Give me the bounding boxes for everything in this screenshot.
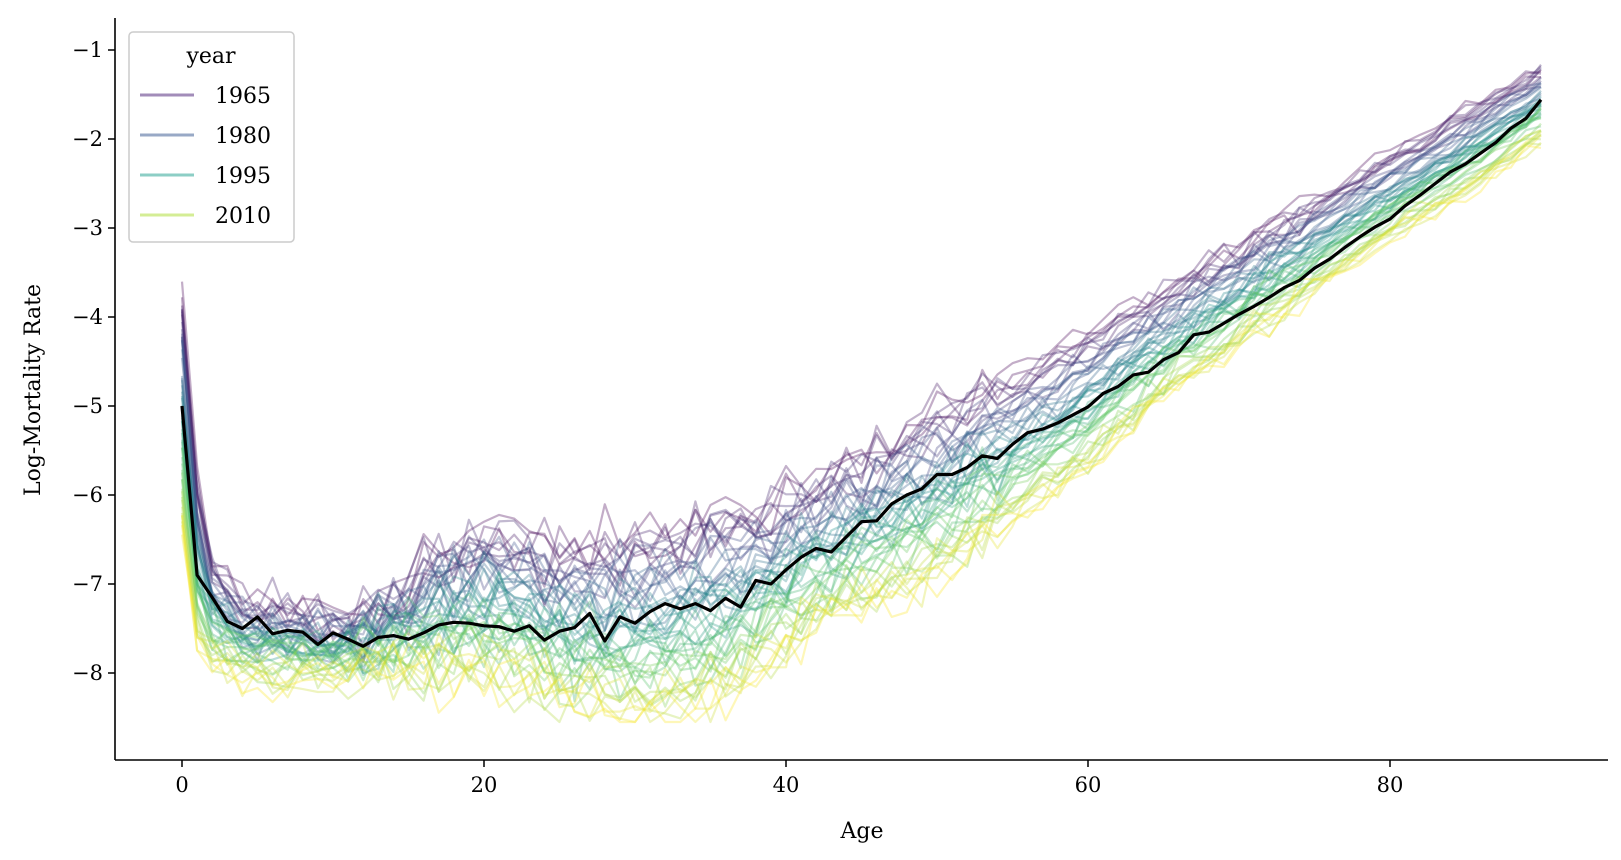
year-series-line — [180, 89, 1542, 648]
x-tick-label: 20 — [471, 773, 498, 797]
axes — [114, 18, 1608, 761]
year-series-line — [180, 105, 1542, 703]
year-series-line — [180, 134, 1542, 711]
year-series-line — [180, 107, 1542, 679]
year-series-line — [180, 80, 1542, 660]
year-series-line — [180, 64, 1542, 648]
y-tick-label: −6 — [72, 483, 103, 507]
year-series-line — [180, 85, 1542, 645]
legend-label: 1965 — [215, 84, 271, 109]
year-series-line — [180, 102, 1542, 658]
year-series-line — [180, 116, 1542, 701]
x-tick-label: 60 — [1075, 773, 1102, 797]
year-series-line — [180, 112, 1542, 686]
year-series-line — [180, 81, 1542, 633]
legend-label: 1980 — [215, 124, 271, 149]
year-series-line — [180, 101, 1542, 647]
year-series-line — [180, 70, 1542, 641]
year-series-line — [180, 141, 1542, 724]
x-tick-label: 80 — [1377, 773, 1404, 797]
year-series-line — [180, 75, 1542, 646]
year-series-line — [180, 104, 1542, 662]
year-series-line — [180, 125, 1542, 691]
y-tick-label: −2 — [72, 127, 103, 151]
y-axis-title: Log-Mortality Rate — [21, 284, 46, 496]
legend-title: year — [185, 44, 236, 69]
year-series-line — [180, 110, 1542, 674]
y-tick-label: −4 — [72, 305, 103, 329]
y-tick-label: −1 — [72, 38, 103, 62]
year-series-line — [180, 68, 1542, 632]
year-series-line — [180, 95, 1542, 655]
year-series-line — [180, 129, 1542, 708]
year-series-group — [180, 64, 1542, 724]
year-series-line — [180, 85, 1542, 663]
year-series-line — [180, 130, 1542, 724]
year-series-line — [180, 93, 1542, 664]
year-series-line — [180, 101, 1542, 662]
year-series-line — [180, 134, 1542, 713]
year-series-line — [180, 128, 1542, 719]
year-series-line — [180, 83, 1542, 638]
year-series-line — [180, 114, 1542, 662]
year-series-line — [180, 77, 1542, 639]
year-series-line — [180, 111, 1542, 675]
year-series-line — [180, 82, 1542, 637]
year-series-line — [180, 65, 1542, 627]
mean-series-group — [180, 98, 1543, 648]
year-series-line — [180, 75, 1542, 644]
y-tick-label: −3 — [72, 216, 103, 240]
year-series-line — [180, 86, 1542, 659]
x-axis-title: Age — [840, 819, 884, 844]
year-series-line — [180, 116, 1542, 670]
legend-entries: 1965 1980 1995 2010 — [140, 84, 271, 229]
year-series-line — [180, 142, 1542, 724]
year-series-line — [180, 100, 1542, 655]
x-ticks: 0 20 40 60 80 — [175, 760, 1403, 797]
y-tick-label: −7 — [72, 572, 103, 596]
year-series-line — [180, 102, 1542, 672]
legend-label: 2010 — [215, 204, 271, 229]
year-series-line — [180, 97, 1542, 656]
year-series-line — [180, 104, 1542, 665]
legend: year 1965 1980 1995 2010 — [128, 31, 295, 243]
year-series-line — [180, 129, 1542, 707]
y-tick-label: −8 — [72, 661, 103, 685]
y-ticks: −1 −2 −3 −4 −5 −6 −7 −8 — [72, 38, 115, 685]
year-series-line — [180, 67, 1542, 628]
x-tick-label: 40 — [773, 773, 800, 797]
year-series-line — [180, 108, 1542, 677]
year-series-line — [180, 70, 1542, 619]
legend-box — [128, 31, 295, 243]
year-series-line — [180, 122, 1542, 686]
year-series-line — [180, 133, 1542, 706]
mean-series-line — [180, 98, 1543, 648]
x-tick-label: 0 — [175, 773, 188, 797]
legend-label: 1995 — [215, 164, 271, 189]
year-series-line — [180, 137, 1542, 704]
year-series-line — [180, 144, 1542, 724]
year-series-line — [180, 103, 1542, 656]
y-tick-label: −5 — [72, 394, 103, 418]
